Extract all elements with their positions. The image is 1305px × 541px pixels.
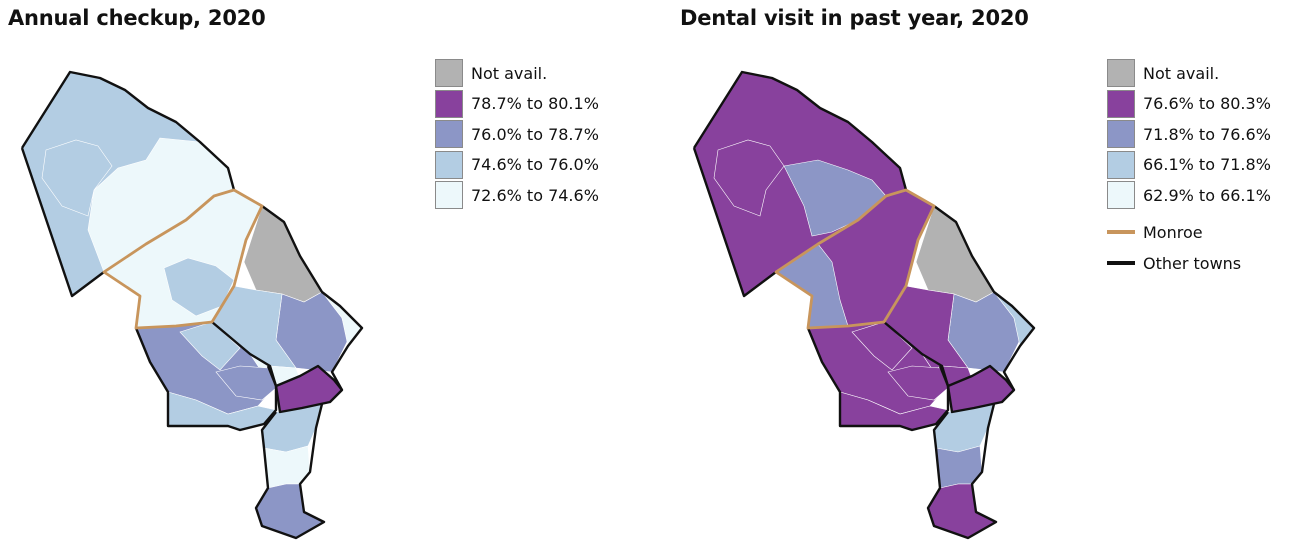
- legend-label: 76.0% to 78.7%: [471, 124, 599, 144]
- legend-swatch-q2: [435, 150, 463, 179]
- legend-label: 74.6% to 76.0%: [471, 155, 599, 175]
- map-panel-dental-visit: Dental visit in past year, 2020 Not avai…: [672, 0, 1305, 541]
- legend-label: 62.9% to 66.1%: [1143, 185, 1271, 205]
- legend-item: 72.6% to 74.6%: [435, 180, 599, 211]
- legend-label: 72.6% to 74.6%: [471, 185, 599, 205]
- legend-item-other-towns: Other towns: [1107, 248, 1271, 279]
- map-title: Annual checkup, 2020: [8, 6, 266, 30]
- legend-label: 78.7% to 80.1%: [471, 94, 599, 114]
- legend-swatch-q3: [435, 120, 463, 149]
- legend-label: Monroe: [1143, 222, 1203, 242]
- legend-swatch-q2: [1107, 150, 1135, 179]
- legend-label: 66.1% to 71.8%: [1143, 155, 1271, 175]
- legend-dental-visit: Not avail. 76.6% to 80.3% 71.8% to 76.6%…: [1107, 58, 1271, 279]
- legend-item: 66.1% to 71.8%: [1107, 150, 1271, 181]
- legend-annual-checkup: Not avail. 78.7% to 80.1% 76.0% to 78.7%…: [435, 58, 599, 211]
- outline-northwest: [692, 70, 908, 298]
- legend-swatch-q3: [1107, 120, 1135, 149]
- legend-item: 76.0% to 78.7%: [435, 119, 599, 150]
- legend-label: 71.8% to 76.6%: [1143, 124, 1271, 144]
- legend-item: Not avail.: [1107, 58, 1271, 89]
- legend-swatch-q4: [1107, 89, 1135, 118]
- legend-label: 76.6% to 80.3%: [1143, 94, 1271, 114]
- region-monroe-inner: [163, 257, 235, 317]
- choropleth-map-dental-visit: [692, 70, 1036, 540]
- choropleth-map-annual-checkup: [20, 70, 364, 540]
- legend-swatch-not-avail: [1107, 59, 1135, 88]
- legend-line-other-towns: [1107, 261, 1135, 265]
- legend-item: Not avail.: [435, 58, 599, 89]
- legend-swatch-q1: [1107, 181, 1135, 210]
- legend-swatch-q4: [435, 89, 463, 118]
- legend-label: Not avail.: [1143, 63, 1220, 83]
- town-boundary-other-2: [806, 327, 950, 432]
- region-northwest-inner: [713, 139, 785, 217]
- legend-item-monroe: Monroe: [1107, 217, 1271, 248]
- legend-label: Not avail.: [471, 63, 548, 83]
- monroe-boundary: [774, 188, 936, 330]
- legend-label: Other towns: [1143, 253, 1242, 273]
- map-title: Dental visit in past year, 2020: [680, 6, 1029, 30]
- legend-swatch-not-avail: [435, 59, 463, 88]
- town-boundary-other-2: [134, 327, 278, 432]
- map-panel-annual-checkup: Annual checkup, 2020 Not avail. 78.7% to…: [0, 0, 650, 541]
- legend-item: 78.7% to 80.1%: [435, 89, 599, 120]
- outline-northwest: [20, 70, 236, 298]
- legend-swatch-q1: [435, 181, 463, 210]
- legend-item: 74.6% to 76.0%: [435, 150, 599, 181]
- monroe-boundary: [102, 188, 264, 330]
- town-boundary-other-3: [254, 364, 343, 540]
- town-boundary-other-3: [926, 364, 1015, 540]
- region-northwest-inner: [41, 139, 113, 217]
- legend-line-monroe: [1107, 230, 1135, 234]
- legend-item: 71.8% to 76.6%: [1107, 119, 1271, 150]
- legend-item: 62.9% to 66.1%: [1107, 180, 1271, 211]
- legend-item: 76.6% to 80.3%: [1107, 89, 1271, 120]
